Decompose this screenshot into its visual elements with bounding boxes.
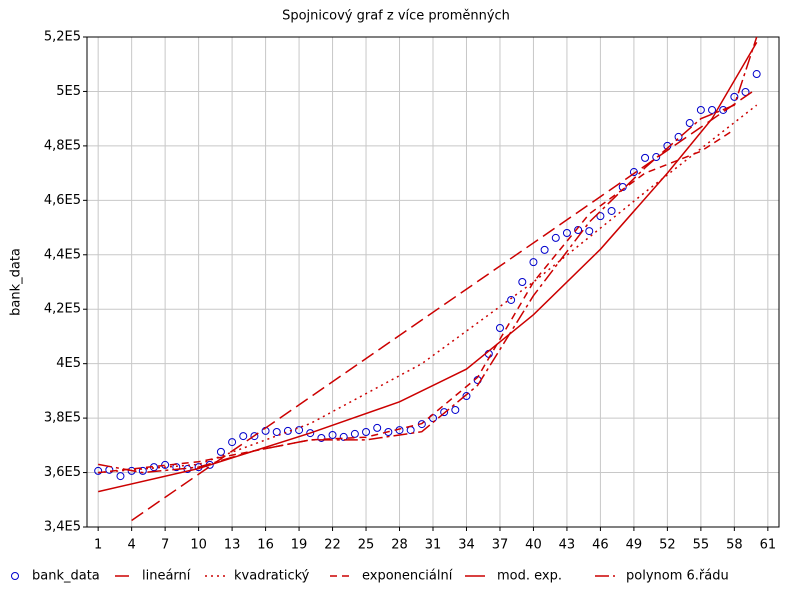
chart-title: Spojnicový graf z více proměnných xyxy=(282,9,510,24)
data-point xyxy=(440,408,449,417)
data-point xyxy=(350,429,359,438)
data-point xyxy=(495,324,504,333)
x-tick-label: 1 xyxy=(94,538,102,553)
data-point xyxy=(607,206,616,215)
data-point xyxy=(741,87,750,96)
x-tick-label: 7 xyxy=(161,538,169,553)
x-tick-label: 19 xyxy=(291,538,308,553)
y-tick-label: 3,4E5 xyxy=(44,520,81,535)
y-tick-label: 3,8E5 xyxy=(44,411,81,426)
y-tick-label: 4E5 xyxy=(56,356,81,371)
fit-line xyxy=(98,128,735,474)
data-point xyxy=(116,472,125,481)
data-point xyxy=(696,105,705,114)
legend-label: lineární xyxy=(142,569,191,584)
data-point xyxy=(239,432,248,441)
plot-frame xyxy=(86,36,780,528)
x-tick-label: 4 xyxy=(128,538,136,553)
legend-label: bank_data xyxy=(32,569,100,584)
x-tick-label: 58 xyxy=(726,538,743,553)
data-point xyxy=(674,132,683,141)
x-tick-label: 10 xyxy=(190,538,207,553)
x-tick-label: 31 xyxy=(425,538,442,553)
x-tick-label: 46 xyxy=(592,538,609,553)
data-point xyxy=(652,153,661,162)
data-point xyxy=(462,392,471,401)
fit-line xyxy=(98,36,758,474)
y-tick-label: 4,6E5 xyxy=(44,193,81,208)
data-point xyxy=(373,423,382,432)
x-tick-label: 37 xyxy=(492,538,509,553)
x-tick-label: 40 xyxy=(525,538,542,553)
data-point xyxy=(317,433,326,442)
data-point xyxy=(507,295,516,304)
data-point xyxy=(228,438,237,447)
data-point xyxy=(250,432,259,441)
data-point xyxy=(295,426,304,435)
data-point xyxy=(216,447,225,456)
legend-marker xyxy=(11,572,19,580)
x-tick-label: 13 xyxy=(224,538,241,553)
x-tick-label: 52 xyxy=(659,538,676,553)
data-point xyxy=(730,92,739,101)
data-point xyxy=(752,70,761,79)
y-tick-label: 4,8E5 xyxy=(44,138,81,153)
y-tick-label: 5,2E5 xyxy=(44,30,81,45)
x-tick-label: 25 xyxy=(358,538,375,553)
data-point xyxy=(540,245,549,254)
x-tick-label: 22 xyxy=(324,538,341,553)
data-point xyxy=(451,405,460,414)
data-point xyxy=(641,153,650,162)
data-point xyxy=(94,466,103,475)
data-point xyxy=(529,258,538,267)
data-point xyxy=(161,460,170,469)
data-point xyxy=(518,278,527,286)
data-point xyxy=(339,432,348,441)
legend-label: kvadratický xyxy=(234,569,310,584)
data-point xyxy=(685,119,694,128)
x-tick-label: 49 xyxy=(626,538,643,553)
x-tick-label: 16 xyxy=(257,538,274,553)
data-point xyxy=(585,227,594,236)
x-tick-label: 34 xyxy=(458,538,475,553)
data-point xyxy=(328,430,337,439)
y-axis-label: bank_data xyxy=(9,248,24,316)
data-point xyxy=(562,229,571,237)
legend-label: exponenciální xyxy=(362,569,453,584)
data-point xyxy=(596,212,605,221)
y-tick-label: 3,6E5 xyxy=(44,465,81,480)
data-point xyxy=(306,429,315,438)
x-tick-label: 28 xyxy=(391,538,408,553)
y-tick-label: 5E5 xyxy=(56,84,81,99)
y-tick-label: 4,4E5 xyxy=(44,247,81,262)
data-point xyxy=(362,427,371,436)
x-tick-label: 61 xyxy=(760,538,777,553)
x-tick-label: 55 xyxy=(693,538,710,553)
legend-label: mod. exp. xyxy=(497,569,562,584)
data-point xyxy=(551,233,560,242)
data-point xyxy=(272,427,281,436)
data-point xyxy=(138,466,147,475)
x-tick-label: 43 xyxy=(559,538,576,553)
legend-label: polynom 6.řádu xyxy=(626,569,729,584)
data-point xyxy=(629,168,638,177)
y-tick-label: 4,2E5 xyxy=(44,302,81,317)
